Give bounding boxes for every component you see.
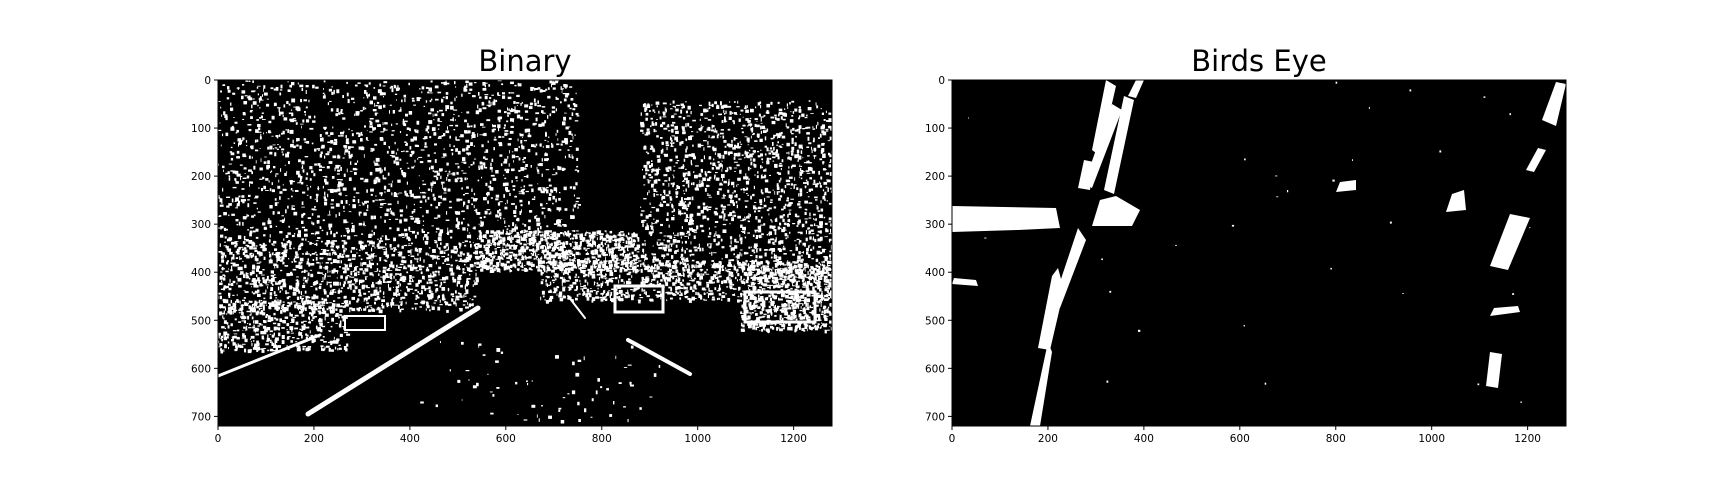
birds-eye-lane-blobs — [952, 80, 1566, 426]
binary-lane-lines — [218, 295, 692, 417]
y-tick-label: 100 — [191, 123, 211, 135]
y-tick-label: 600 — [191, 363, 211, 375]
x-tick-label: 400 — [400, 433, 420, 445]
x-tick-label: 1200 — [780, 433, 807, 445]
binary-image — [218, 80, 832, 426]
y-tick-label: 300 — [191, 219, 211, 231]
streak-1 — [1092, 80, 1116, 156]
y-tick-label: 500 — [191, 315, 211, 327]
left-small-dash — [952, 278, 978, 286]
x-tick-label: 400 — [1134, 433, 1154, 445]
birds-eye-noise — [968, 81, 1531, 403]
y-tick-label: 600 — [925, 363, 945, 375]
binary-panel-title: Binary — [478, 44, 572, 78]
y-tick-label: 700 — [925, 411, 945, 423]
horizontal-band — [952, 206, 1060, 232]
blob-mid-left — [1092, 196, 1140, 226]
birds-eye-image — [952, 80, 1566, 426]
birds-eye-axes-frame — [951, 79, 1567, 427]
y-tick-label: 100 — [925, 123, 945, 135]
left-lane-upper — [1052, 228, 1086, 308]
right-lane-dash — [626, 338, 692, 376]
right-lane-top — [1542, 82, 1566, 126]
y-tick-label: 400 — [925, 267, 945, 279]
x-tick-label: 200 — [1038, 433, 1058, 445]
right-blob — [1446, 190, 1466, 212]
y-tick-label: 300 — [925, 219, 945, 231]
x-tick-label: 1200 — [1514, 433, 1541, 445]
streak-4 — [1128, 80, 1144, 98]
streak-5 — [1078, 160, 1094, 190]
left-lane-bottom — [1030, 342, 1052, 426]
streak-3 — [1104, 96, 1134, 194]
center-dash — [567, 295, 586, 319]
x-tick-label: 600 — [496, 433, 516, 445]
right-lane-middle — [1490, 214, 1530, 270]
birds-eye-panel-title: Birds Eye — [1191, 44, 1327, 78]
x-tick-label: 800 — [592, 433, 612, 445]
right-small-dash — [1490, 306, 1520, 316]
streak-2 — [1084, 104, 1122, 188]
right-streak — [1526, 148, 1546, 172]
left-lane-middle — [1038, 268, 1064, 350]
y-tick-label: 200 — [925, 171, 945, 183]
birds-eye-axes-ticks: 0 200 400 600 800 1000 1200 0 100 200 300 400 500 600… — [925, 75, 1541, 445]
center-blob — [1336, 180, 1356, 192]
binary-axes-ticks: 0 200 400 600 800 1000 1200 0 100 200 300 400 500 600… — [191, 75, 807, 445]
x-tick-label: 1000 — [684, 433, 711, 445]
binary-edge-noise — [218, 80, 832, 424]
x-tick-label: 200 — [304, 433, 324, 445]
binary-axes-frame — [217, 79, 833, 427]
y-tick-label: 700 — [191, 411, 211, 423]
right-lane-bottom — [1486, 352, 1502, 388]
binary-car-blobs — [344, 284, 817, 331]
x-tick-label: 600 — [1230, 433, 1250, 445]
left-lane-line — [305, 305, 481, 417]
left-edge-line — [218, 333, 322, 378]
y-tick-label: 500 — [925, 315, 945, 327]
x-tick-label: 0 — [215, 433, 222, 445]
x-tick-label: 800 — [1326, 433, 1346, 445]
y-tick-label: 400 — [191, 267, 211, 279]
y-tick-label: 0 — [204, 75, 211, 87]
y-tick-label: 200 — [191, 171, 211, 183]
x-tick-label: 1000 — [1418, 433, 1445, 445]
y-tick-label: 0 — [938, 75, 945, 87]
x-tick-label: 0 — [949, 433, 956, 445]
